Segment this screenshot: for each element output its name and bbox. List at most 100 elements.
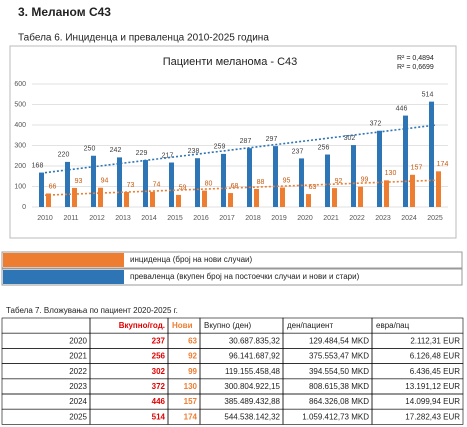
data-label: 99 [361,177,369,184]
x-tick-label: 2024 [401,215,417,222]
table-cell-text: 2021 [69,352,87,361]
bar [202,190,207,207]
bar [91,155,96,207]
table-cell-text: 302 [152,367,166,376]
table-cell-text: 394.554,50 MKD [309,367,369,376]
data-label: 217 [162,152,174,159]
bar [377,130,382,207]
bar [72,187,77,207]
legend-label: инциденца (број на нови случаи) [130,255,253,264]
x-tick-label: 2013 [115,215,131,222]
data-label: 68 [231,183,239,190]
x-tick-label: 2019 [271,215,287,222]
data-label: 229 [136,150,148,157]
x-tick-label: 2020 [297,215,313,222]
y-tick-label: 400 [14,122,26,129]
bar [124,192,129,207]
data-label: 237 [292,148,304,155]
bar [332,188,337,207]
legend-swatch [3,253,124,267]
x-tick-label: 2022 [349,215,365,222]
legend-box [1,251,463,269]
heading: 3. Меланом С43 [18,5,111,19]
bar [247,148,252,207]
y-tick-label: 500 [14,101,26,108]
data-label: 256 [318,144,330,151]
data-label: 94 [101,178,109,185]
y-tick-label: 0 [22,204,26,211]
legend-label: преваленца (вкупен број на постоечки слу… [130,272,360,281]
data-label: 130 [385,170,397,177]
table-cell-text: 808.615,38 MKD [309,382,369,391]
x-tick-label: 2016 [193,215,209,222]
bar [410,174,415,207]
bar [254,188,259,207]
table-cell-text: 2020 [69,336,87,345]
table-cell-text: 375.553,47 MKD [309,352,369,361]
table-cell-text: 2023 [69,382,87,391]
bar [98,187,103,207]
table-header: Вкупно/год. [119,321,165,330]
data-label: 287 [240,138,252,145]
x-tick-label: 2010 [37,215,53,222]
bar [195,158,200,207]
data-label: 297 [266,136,278,143]
table-cell-text: 99 [188,367,197,376]
table-cell-text: 2.112,31 EUR [410,336,460,345]
table-cell-text: 17.282,43 EUR [405,412,460,421]
table-cell-text: 92 [188,352,197,361]
data-label: 174 [437,161,449,168]
y-tick-label: 200 [14,163,26,170]
table-cell-text: 6.126,48 EUR [410,352,460,361]
x-tick-label: 2025 [427,215,443,222]
y-tick-label: 600 [14,81,26,88]
data-label: 302 [344,135,356,142]
table-cell-text: 256 [152,352,166,361]
table-cell-text: 119.155.458,48 [225,367,281,376]
table-cell [371,408,464,425]
table-cell-text: 385.489.432,88 [224,397,280,406]
table-cell-text: 2022 [69,367,87,376]
data-label: 80 [205,180,213,187]
trendline [44,179,436,196]
bar [306,194,311,207]
table-cell-text: 174 [184,412,198,421]
table-header: евра/пац [376,321,410,330]
legend-swatch [3,270,124,284]
bar [176,194,181,207]
x-tick-label: 2012 [89,215,105,222]
table-cell-text: 130 [184,382,198,391]
data-label: 73 [127,182,135,189]
table-cell-text: 300.804.922,15 [224,382,280,391]
table-cell [1,317,91,334]
table-cell-text: 14.099,94 EUR [405,397,460,406]
bar [143,160,148,207]
annotation: R² = 0,4894 [397,55,434,62]
bar [429,101,434,207]
table-header: ден/пациент [287,321,333,330]
bar [280,187,285,207]
bar [150,191,155,207]
bar [403,115,408,207]
table-cell-text: 96.141.687,92 [229,352,281,361]
data-label: 259 [214,144,226,151]
table-cell-text: 864.326,08 MKD [309,397,369,406]
chart-frame [9,45,457,239]
data-label: 157 [411,165,423,172]
bar [39,172,44,207]
data-label: 238 [188,148,200,155]
bar [436,171,441,207]
bar [273,146,278,207]
table-cell-text: 129.484,54 MKD [309,336,369,345]
bar [325,154,330,207]
data-label: 220 [58,152,70,159]
x-tick-label: 2018 [245,215,261,222]
table-cell-text: 30.687.835,32 [229,336,281,345]
table-cell-text: 13.191,12 EUR [405,382,460,391]
bar [358,186,363,207]
table-cell-text: 446 [152,397,166,406]
x-tick-label: 2017 [219,215,235,222]
table-cell-text: 6.436,45 EUR [410,367,460,376]
caption: Табела 7. Вложувања по пациент 2020-2025… [6,306,178,315]
